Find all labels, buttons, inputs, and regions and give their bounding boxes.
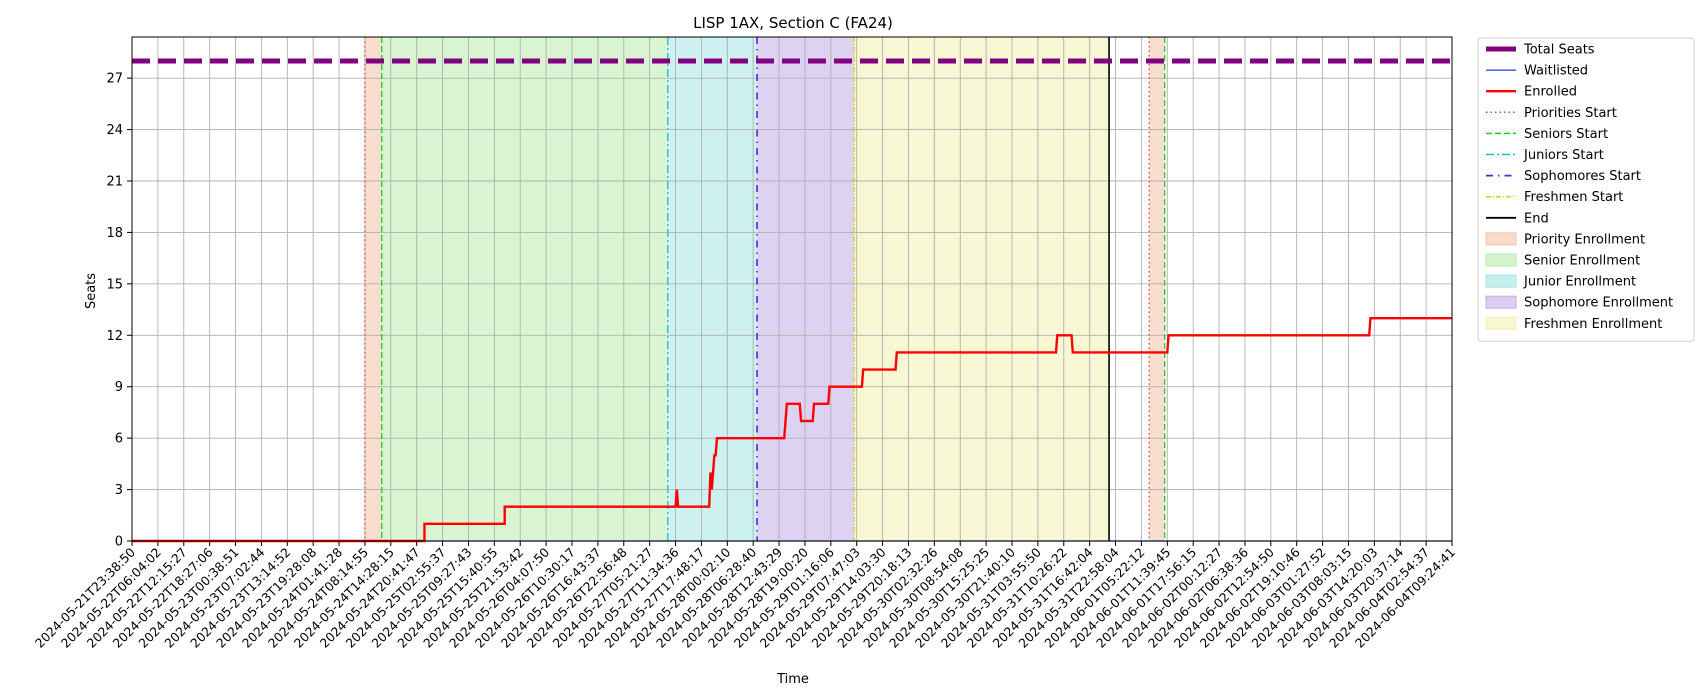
period-sophomore-enrollment-3 — [757, 37, 855, 541]
legend-label: Waitlisted — [1524, 64, 1588, 79]
legend-label: Juniors Start — [1523, 148, 1604, 163]
chart-title: LISP 1AX, Section C (FA24) — [693, 14, 893, 32]
legend-label: Sophomores Start — [1524, 169, 1641, 184]
legend-box — [1477, 37, 1695, 342]
legend-label: Freshmen Start — [1524, 190, 1623, 205]
x-axis-label: Time — [776, 672, 809, 687]
period-priority-enrollment-0 — [364, 37, 382, 541]
legend-swatch — [1485, 274, 1517, 288]
x-axis: 2024-05-21T23:38:502024-05-22T06:04:0220… — [32, 541, 1458, 651]
legend: Total Seats Waitlisted Enrolled Priorities … — [1477, 37, 1695, 342]
y-tick-label: 6 — [115, 432, 123, 447]
legend-label: Junior Enrollment — [1523, 275, 1636, 290]
y-tick-label: 3 — [115, 483, 123, 498]
y-tick-label: 0 — [115, 535, 123, 550]
legend-label: Priorities Start — [1524, 106, 1617, 121]
y-tick-label: 12 — [106, 329, 123, 344]
legend-label: Senior Enrollment — [1524, 254, 1640, 269]
legend-swatch — [1485, 316, 1517, 330]
y-tick-label: 24 — [106, 123, 123, 138]
y-tick-label: 9 — [115, 380, 123, 395]
y-tick-label: 27 — [106, 72, 123, 87]
legend-label: Enrolled — [1524, 85, 1577, 100]
period-senior-enrollment-1 — [381, 37, 668, 541]
legend-label: End — [1524, 211, 1549, 226]
y-axis-label: Seats — [84, 273, 99, 309]
legend-swatch — [1485, 253, 1517, 267]
plot-frame — [131, 36, 1453, 542]
legend-label: Priority Enrollment — [1524, 232, 1645, 247]
legend-label: Sophomore Enrollment — [1524, 296, 1673, 311]
y-tick-label: 15 — [106, 277, 123, 292]
legend-label: Seniors Start — [1524, 127, 1608, 142]
y-axis: 0 3 6 9 12 15 18 21 24 27 — [106, 72, 132, 550]
legend-label: Freshmen Enrollment — [1524, 317, 1662, 332]
legend-swatch — [1485, 232, 1517, 246]
enrollment-periods — [364, 37, 1165, 541]
legend-label: Total Seats — [1523, 43, 1595, 58]
y-tick-label: 21 — [106, 175, 123, 190]
period-priority-enrollment-5 — [1149, 37, 1165, 541]
phase-start-lines — [364, 37, 1166, 541]
y-tick-label: 18 — [106, 226, 123, 241]
series-enrolled — [132, 316, 1452, 543]
legend-swatch — [1485, 295, 1517, 309]
period-freshmen-enrollment-4 — [854, 37, 1110, 541]
period-junior-enrollment-2 — [667, 37, 758, 541]
